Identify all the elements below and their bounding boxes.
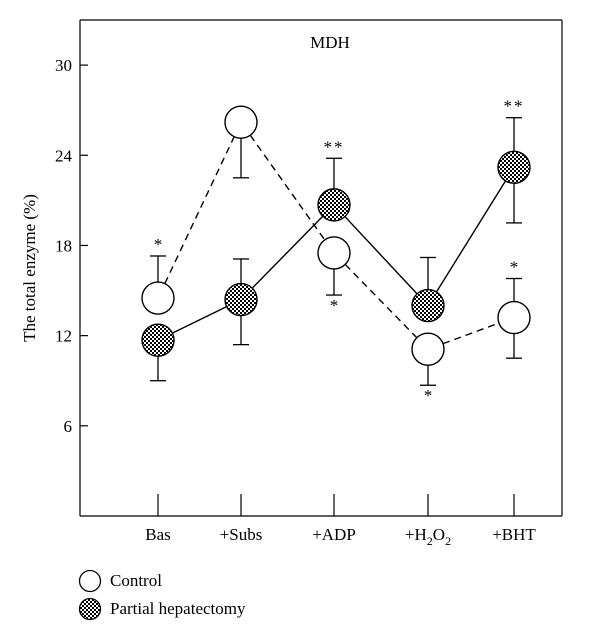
series-lines xyxy=(164,134,507,345)
control-significance-label: * xyxy=(510,258,519,277)
partial-hepatectomy-data-point xyxy=(317,188,351,222)
control-data-point xyxy=(141,281,175,315)
control-significance-label: * xyxy=(154,235,163,254)
partial-hepatectomy-line-segment xyxy=(344,216,418,295)
control-line-segment xyxy=(164,136,235,284)
partial-hepatectomy-line-segment xyxy=(435,180,507,293)
partial-hepatectomy-data-point xyxy=(497,150,531,184)
control-line-segment xyxy=(249,134,326,241)
legend-item-control: Control xyxy=(78,568,245,594)
legend-label-control: Control xyxy=(110,571,162,590)
control-data-point xyxy=(317,236,351,270)
y-tick-label: 30 xyxy=(55,56,72,75)
checkered-circle-marker-icon xyxy=(78,597,102,621)
y-ticks: 6 12 18 24 30 xyxy=(55,56,88,436)
control-data-point xyxy=(411,332,445,366)
partial-hepatectomy-significance-label: ** xyxy=(504,97,525,116)
x-ticks: Bas +Subs +ADP +H2O2 +BHT xyxy=(145,494,536,548)
chart: MDH The total enzyme (%) 6 12 18 24 30 Bas +S… xyxy=(20,19,563,548)
plot-frame xyxy=(79,19,563,517)
open-circle-marker-icon xyxy=(78,569,102,593)
partial-hepatectomy-line-segment xyxy=(251,215,324,289)
control-data-point xyxy=(497,300,531,335)
x-tick-label: +BHT xyxy=(492,525,536,544)
partial-hepatectomy-significance-label: ** xyxy=(324,137,345,156)
partial-hepatectomy-data-point xyxy=(411,288,445,323)
x-tick-label: +H2O2 xyxy=(405,525,451,548)
control-significance-label: * xyxy=(330,296,339,315)
markers xyxy=(141,105,531,366)
partial-hepatectomy-data-point xyxy=(141,323,175,357)
partial-hepatectomy-line-segment xyxy=(172,305,227,334)
y-tick-label: 6 xyxy=(64,417,73,436)
legend-label-partial-hepatectomy: Partial hepatectomy xyxy=(110,599,246,618)
control-significance-label: * xyxy=(424,386,433,405)
control-line-segment xyxy=(344,263,418,339)
y-tick-label: 18 xyxy=(55,236,72,255)
chart-title: MDH xyxy=(310,33,350,52)
y-tick-label: 24 xyxy=(55,146,73,165)
error-bars xyxy=(150,117,522,386)
significance-annotations: ******** xyxy=(154,97,525,406)
y-tick-label: 12 xyxy=(55,327,72,346)
control-line-segment xyxy=(442,322,500,345)
y-axis-label: The total enzyme (%) xyxy=(20,194,39,342)
control-data-point xyxy=(224,105,258,139)
legend-item-partial-hepatectomy: Partial hepatectomy xyxy=(78,596,245,622)
x-tick-label: Bas xyxy=(145,525,171,544)
x-tick-label: +Subs xyxy=(220,525,263,544)
x-tick-label: +ADP xyxy=(312,525,356,544)
partial-hepatectomy-data-point xyxy=(224,282,258,317)
legend: Control Partial hepatectomy xyxy=(78,568,245,624)
